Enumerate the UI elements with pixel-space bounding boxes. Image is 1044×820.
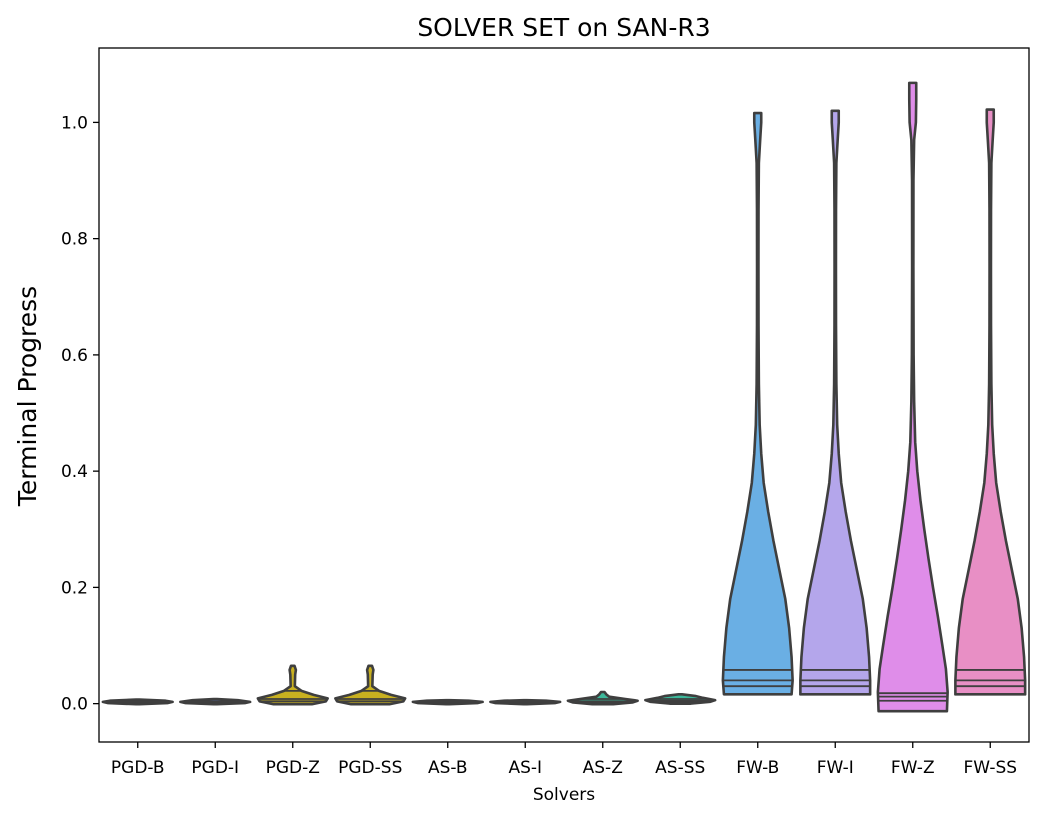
violin-body [876, 81, 949, 713]
violin-fw-z [876, 81, 949, 713]
x-tick-label-fw-z: FW-Z [891, 758, 935, 778]
x-tick-label-as-ss: AS-SS [655, 758, 705, 778]
plot-frame [98, 47, 1030, 743]
chart-title: SOLVER SET on SAN-R3 [417, 13, 710, 42]
y-tick-label: 0.0 [61, 695, 88, 715]
violin-as-b [411, 698, 484, 706]
violin-body [721, 111, 794, 696]
y-tick-label: 0.8 [61, 230, 88, 250]
x-tick-label-as-i: AS-I [508, 758, 542, 778]
x-tick-label-pgd-b: PGD-B [111, 758, 165, 778]
y-tick-label: 0.2 [61, 578, 88, 598]
violin-pgd-z [256, 664, 329, 706]
x-axis-title: Solvers [533, 785, 595, 805]
violin-pgd-b [101, 698, 174, 706]
y-axis: 0.0 0.2 0.4 0.6 0.8 1.0 [61, 113, 99, 715]
violin-body [334, 664, 407, 706]
x-tick-label-pgd-i: PGD-I [191, 758, 239, 778]
violin-body [256, 664, 329, 706]
violin-pgd-i [179, 697, 252, 706]
y-tick-label: 0.4 [61, 462, 88, 482]
y-tick-label: 0.6 [61, 346, 88, 366]
x-tick-label-fw-b: FW-B [736, 758, 779, 778]
x-axis: PGD-B PGD-I PGD-Z PGD-SS AS-B AS-I AS-Z AS-SS FW… [111, 742, 1017, 778]
x-tick-label-fw-i: FW-I [817, 758, 854, 778]
x-tick-label-pgd-ss: PGD-SS [338, 758, 402, 778]
x-tick-label-fw-ss: FW-SS [963, 758, 1017, 778]
y-axis-title: Terminal Progress [13, 286, 42, 507]
violin-series-group [101, 81, 1027, 713]
x-tick-label-as-b: AS-B [428, 758, 468, 778]
x-tick-label-as-z: AS-Z [583, 758, 623, 778]
violin-pgd-ss [334, 664, 407, 706]
y-tick-label: 1.0 [61, 113, 88, 133]
x-tick-label-pgd-z: PGD-Z [266, 758, 320, 778]
violin-body [954, 108, 1027, 696]
violin-fw-i [799, 109, 872, 696]
violin-as-i [489, 698, 562, 706]
violin-fw-b [721, 111, 794, 696]
violin-fw-ss [954, 108, 1027, 696]
violin-as-ss [644, 693, 717, 705]
violin-as-z [566, 690, 639, 706]
violin-body [799, 109, 872, 696]
